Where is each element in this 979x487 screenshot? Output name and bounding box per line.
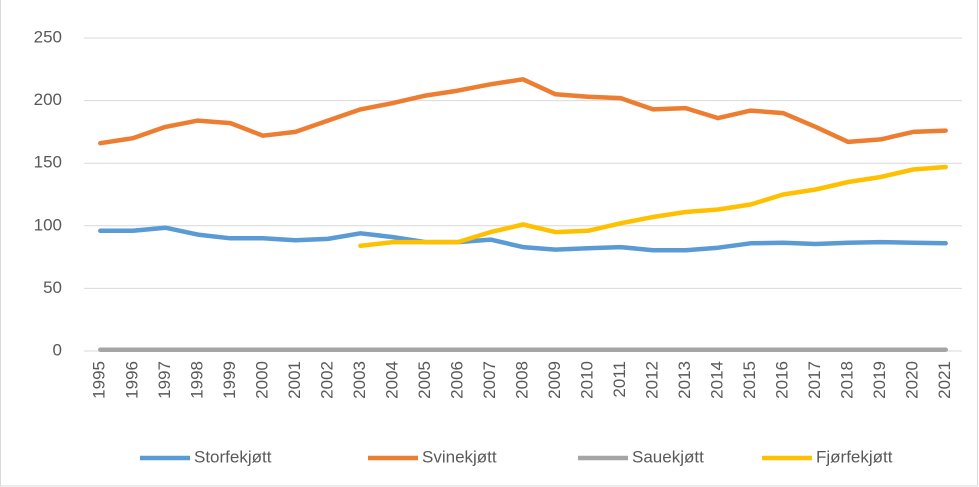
- x-tick-label: 1995: [90, 361, 109, 399]
- x-tick-label: 2001: [285, 361, 304, 399]
- x-tick-label: 2012: [643, 361, 662, 399]
- x-tick-label: 2014: [708, 361, 727, 399]
- y-tick-label: 0: [53, 340, 62, 359]
- x-tick-label: 2015: [740, 361, 759, 399]
- x-tick-label: 2003: [350, 361, 369, 399]
- legend-label: Fjørfekjøtt: [816, 447, 893, 466]
- x-tick-label: 2019: [870, 361, 889, 399]
- x-tick-label: 1997: [155, 361, 174, 399]
- x-tick-label: 2005: [415, 361, 434, 399]
- x-tick-label: 2002: [317, 361, 336, 399]
- y-tick-label: 150: [34, 153, 62, 172]
- x-tick-label: 2020: [903, 361, 922, 399]
- x-tick-label: 2006: [447, 361, 466, 399]
- legend-label: Sauekjøtt: [632, 447, 704, 466]
- x-tick-label: 2004: [382, 361, 401, 399]
- line-series: [98, 77, 948, 146]
- x-tick-label: 2011: [610, 361, 629, 398]
- legend-label: Svinekjøtt: [422, 447, 497, 466]
- x-tick-label: 1998: [187, 361, 206, 399]
- x-tick-label: 2013: [675, 361, 694, 399]
- x-tick-label: 2010: [578, 361, 597, 399]
- x-tick-label: 2008: [512, 361, 531, 399]
- legend-label: Storfekjøtt: [194, 447, 272, 466]
- y-tick-label: 100: [34, 215, 62, 234]
- x-tick-label: 2016: [773, 361, 792, 399]
- line-series: [358, 164, 948, 249]
- line-series: [98, 225, 948, 253]
- x-tick-label: 2017: [805, 361, 824, 399]
- x-tick-label: 2009: [545, 361, 564, 399]
- x-tick-label: 2007: [480, 361, 499, 399]
- y-tick-label: 200: [34, 90, 62, 109]
- x-tick-label: 2000: [252, 361, 271, 399]
- y-tick-label: 250: [34, 27, 62, 46]
- y-tick-label: 50: [43, 278, 62, 297]
- x-tick-label: 1996: [122, 361, 141, 399]
- x-tick-label: 1999: [220, 361, 239, 399]
- x-tick-label: 2021: [935, 361, 954, 399]
- x-tick-label: 2018: [838, 361, 857, 399]
